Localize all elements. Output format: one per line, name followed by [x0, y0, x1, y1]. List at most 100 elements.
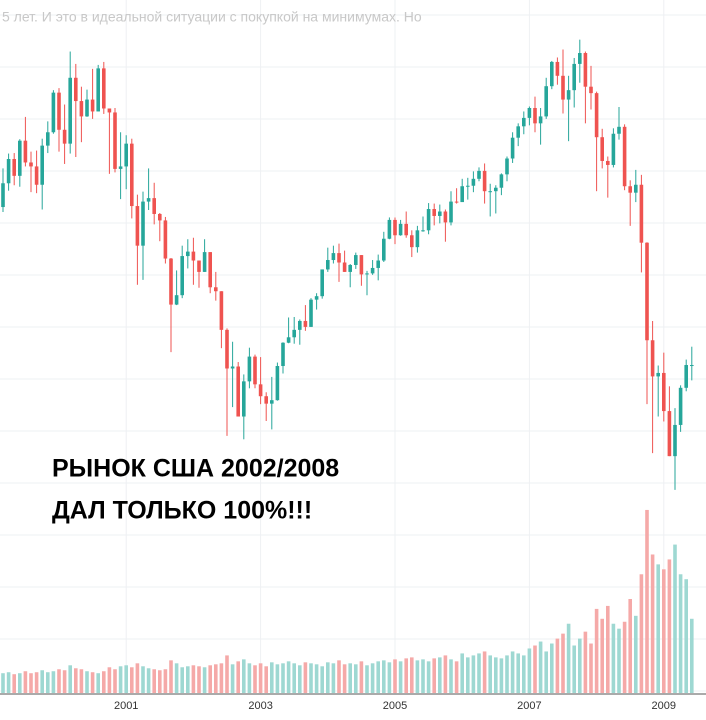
volume-bar	[505, 655, 509, 693]
candle-body	[432, 209, 436, 216]
volume-bar	[589, 643, 593, 693]
volume-bar	[678, 574, 683, 693]
candle-body	[85, 99, 89, 117]
volume-bar	[538, 641, 543, 693]
volume-bar	[208, 665, 212, 693]
volume-bar	[337, 660, 341, 693]
candle-body	[538, 116, 543, 124]
volume-bar	[163, 669, 168, 693]
candle-body	[208, 252, 212, 288]
candle-body	[309, 299, 313, 327]
candle-body	[650, 340, 655, 377]
candle-body	[510, 137, 515, 159]
grid	[0, 0, 706, 694]
volume-bar	[242, 659, 246, 693]
candle-body	[606, 160, 610, 165]
volume-bar	[342, 664, 347, 693]
volume-bar	[488, 655, 492, 693]
candle-body	[550, 61, 554, 87]
header-text: 5 лет. И это в идеальной ситуации с поку…	[2, 9, 422, 25]
candle-body	[527, 107, 532, 118]
volume-bar	[298, 665, 302, 693]
candle-body	[690, 365, 694, 367]
volume-bar	[572, 645, 576, 693]
candle-body	[359, 255, 364, 275]
candle-body	[174, 295, 179, 305]
volume-bar	[6, 672, 11, 693]
candle-body	[51, 92, 56, 133]
candle-body	[230, 366, 235, 369]
volume-bar	[544, 651, 548, 693]
volume-bar	[382, 660, 386, 693]
volume-bar	[443, 655, 448, 693]
candle-body	[365, 273, 369, 275]
candle-body	[354, 255, 358, 265]
volume-bar	[202, 667, 207, 693]
candle-body	[219, 291, 224, 330]
volume-bar	[365, 665, 369, 693]
volume-bar	[460, 653, 464, 693]
candle-body	[102, 68, 106, 109]
candle-body	[270, 400, 274, 404]
candle-body	[421, 230, 425, 232]
volume-bar	[561, 633, 565, 693]
volume-bar	[320, 666, 324, 693]
volume-bar	[225, 655, 229, 693]
volume-bar	[578, 638, 582, 693]
candle-body	[118, 166, 123, 169]
volume-bar	[314, 664, 319, 693]
volume-bar	[90, 672, 95, 693]
volume-bar	[113, 669, 117, 693]
candle-body	[326, 260, 330, 270]
candle-body	[410, 235, 414, 248]
volume-bar	[684, 579, 688, 693]
volume-bar	[281, 663, 285, 693]
candle-body	[387, 219, 392, 239]
volume-bar	[499, 658, 504, 693]
volume-bar	[426, 661, 431, 693]
candle-body	[477, 170, 481, 179]
volume-bar	[247, 663, 252, 693]
candle-body	[247, 356, 252, 382]
candle-body	[443, 211, 448, 223]
volume-bar	[398, 661, 403, 693]
candle-body	[466, 185, 470, 187]
candle-body	[348, 264, 352, 272]
volume-bar	[29, 673, 33, 693]
volume-bar	[34, 672, 39, 693]
volume-bar	[410, 657, 414, 693]
candle-body	[236, 366, 240, 417]
marks	[1, 39, 694, 693]
candle-body	[398, 223, 403, 236]
candle-body	[180, 256, 184, 296]
candle-body	[314, 296, 319, 300]
volume-bar	[606, 605, 610, 693]
volume-bar	[236, 661, 240, 693]
candle-body	[471, 178, 476, 186]
annotation: ДАЛ ТОЛЬКО 100%!!!	[52, 497, 312, 525]
candle-body	[516, 126, 520, 138]
candle-body	[645, 242, 649, 341]
candle-body	[415, 230, 420, 248]
candle-body	[673, 424, 677, 457]
candle-body	[482, 170, 487, 192]
volume-bar	[354, 664, 358, 693]
volume-bar	[690, 618, 694, 693]
candle-body	[242, 381, 246, 417]
volume-bar	[510, 651, 515, 693]
candle-body	[258, 384, 263, 397]
volume-bar	[673, 544, 677, 693]
candle-body	[404, 223, 408, 236]
volume-bar	[516, 653, 520, 693]
candle-body	[124, 143, 128, 167]
candle-body	[197, 260, 201, 272]
volume-bar	[326, 662, 330, 693]
volume-bar	[158, 670, 162, 693]
candle-body	[555, 61, 560, 76]
volume-bar	[393, 659, 397, 693]
candle-body	[158, 213, 162, 221]
volume-bar	[180, 667, 184, 693]
candle-body	[286, 337, 291, 343]
x-tick-label: 2005	[383, 700, 407, 712]
